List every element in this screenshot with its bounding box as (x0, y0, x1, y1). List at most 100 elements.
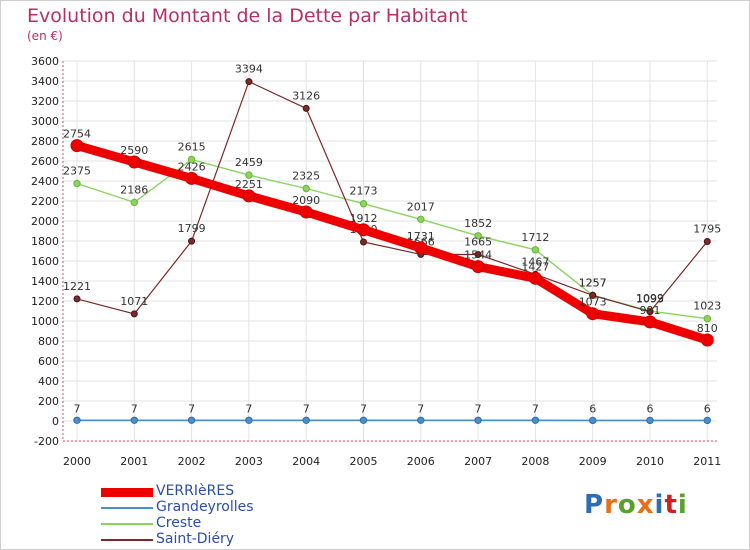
data-label-verrieres: 1073 (579, 296, 607, 309)
x-tick-label: 2007 (464, 455, 492, 468)
legend-swatch (101, 487, 153, 497)
y-tick-label: 1200 (31, 295, 59, 308)
data-label-saintdiery: 1795 (693, 223, 721, 236)
data-point-grandeyrolles (474, 416, 482, 424)
legend-swatch (101, 539, 153, 541)
y-tick-label: 600 (38, 355, 59, 368)
chart-title: Evolution du Montant de la Dette par Hab… (27, 5, 468, 27)
y-tick-label: 2000 (31, 215, 59, 228)
data-label-verrieres: 810 (697, 322, 718, 335)
data-point-creste (531, 246, 540, 254)
data-point-verrieres (242, 189, 256, 203)
x-tick-label: 2009 (579, 455, 607, 468)
y-tick-label: 2200 (31, 195, 59, 208)
data-point-creste (245, 171, 253, 179)
legend-label: Grandeyrolles (156, 499, 254, 515)
data-point-grandeyrolles (187, 416, 196, 424)
data-point-verrieres (586, 307, 600, 321)
data-label-grandeyrolles: 7 (188, 402, 195, 415)
data-label-grandeyrolles: 7 (74, 402, 81, 415)
data-label-creste: 1852 (464, 217, 492, 230)
data-point-creste (474, 232, 482, 240)
data-label-grandeyrolles: 7 (532, 402, 539, 415)
data-label-creste: 2375 (63, 165, 91, 178)
data-point-grandeyrolles (73, 416, 81, 424)
chart-subtitle: (en €) (27, 29, 63, 43)
series-line-saintdiery (76, 80, 708, 315)
legend-item: Grandeyrolles (101, 499, 301, 516)
y-tick-label: 2400 (31, 175, 59, 188)
y-tick-label: 400 (38, 375, 59, 388)
legend-item: Saint-Diéry (101, 531, 301, 548)
data-point-creste (130, 198, 139, 207)
data-label-creste: 1712 (521, 231, 549, 244)
logo-letter: P (584, 490, 605, 520)
data-point-verrieres (471, 260, 485, 274)
data-point-saintdiery (474, 251, 482, 258)
data-label-creste: 1023 (693, 300, 721, 313)
y-tick-label: 1600 (31, 255, 59, 268)
series-line-verrieres (72, 141, 712, 345)
data-point-grandeyrolles (417, 416, 425, 424)
logo-letter: x (636, 490, 655, 520)
data-point-verrieres (299, 205, 313, 219)
data-point-verrieres (357, 223, 370, 237)
data-label-saintdiery: 3126 (292, 89, 320, 102)
data-label-grandeyrolles: 7 (245, 402, 252, 415)
x-tick-label: 2003 (235, 455, 263, 468)
data-point-verrieres (414, 241, 428, 255)
chart-legend: VERRIèRES Grandeyrolles Creste Saint-Diéry (101, 483, 301, 548)
data-point-verrieres (528, 271, 542, 285)
data-point-verrieres (127, 155, 141, 169)
data-label-grandeyrolles: 6 (647, 402, 654, 415)
data-label-verrieres: 2590 (120, 144, 148, 157)
data-point-saintdiery (188, 237, 196, 245)
logo-letter: r (604, 490, 618, 520)
data-label-verrieres: 2251 (235, 178, 263, 191)
x-tick-label: 2004 (292, 455, 320, 468)
data-label-grandeyrolles: 7 (360, 402, 367, 415)
y-tick-label: 1800 (31, 235, 59, 248)
x-tick-label: 2006 (407, 455, 435, 468)
data-label-verrieres: 2754 (63, 128, 91, 141)
data-point-creste (302, 184, 310, 193)
data-point-saintdiery (646, 308, 654, 316)
data-point-creste (187, 155, 196, 164)
data-point-saintdiery (589, 291, 597, 299)
data-label-saintdiery: 1665 (464, 236, 492, 249)
data-label-grandeyrolles: 7 (417, 402, 424, 415)
y-tick-label: 2800 (31, 135, 59, 148)
y-tick-label: 3200 (31, 95, 59, 108)
x-tick-label: 2001 (120, 455, 148, 468)
logo-letter: o (617, 490, 637, 520)
data-label-grandeyrolles: 7 (303, 402, 310, 415)
data-label-verrieres: 991 (640, 304, 661, 317)
data-point-creste (417, 215, 425, 224)
y-tick-label: -200 (34, 435, 59, 448)
data-point-saintdiery (130, 310, 138, 318)
data-label-saintdiery: 1221 (63, 280, 91, 293)
data-point-saintdiery (73, 295, 81, 303)
data-point-saintdiery (703, 238, 711, 245)
data-label-verrieres: 1731 (407, 230, 435, 243)
y-tick-label: 2600 (31, 155, 59, 168)
data-point-saintdiery (302, 104, 310, 112)
data-label-creste: 2325 (292, 170, 320, 183)
data-point-grandeyrolles (531, 416, 540, 424)
data-label-grandeyrolles: 6 (589, 402, 596, 415)
legend-item: VERRIèRES (101, 483, 301, 500)
y-tick-label: 3000 (31, 115, 59, 128)
legend-item: Creste (101, 515, 301, 532)
data-label-grandeyrolles: 7 (475, 402, 482, 415)
data-point-grandeyrolles (646, 416, 654, 425)
y-tick-label: 200 (38, 395, 59, 408)
data-point-grandeyrolles (703, 416, 711, 425)
legend-label: Saint-Diéry (156, 531, 235, 547)
data-label-grandeyrolles: 7 (131, 402, 138, 415)
x-tick-label: 2011 (693, 455, 721, 468)
x-tick-label: 2005 (350, 455, 378, 468)
data-label-creste: 2186 (120, 183, 148, 196)
data-label-verrieres: 1427 (521, 260, 549, 273)
data-point-grandeyrolles (359, 416, 368, 424)
